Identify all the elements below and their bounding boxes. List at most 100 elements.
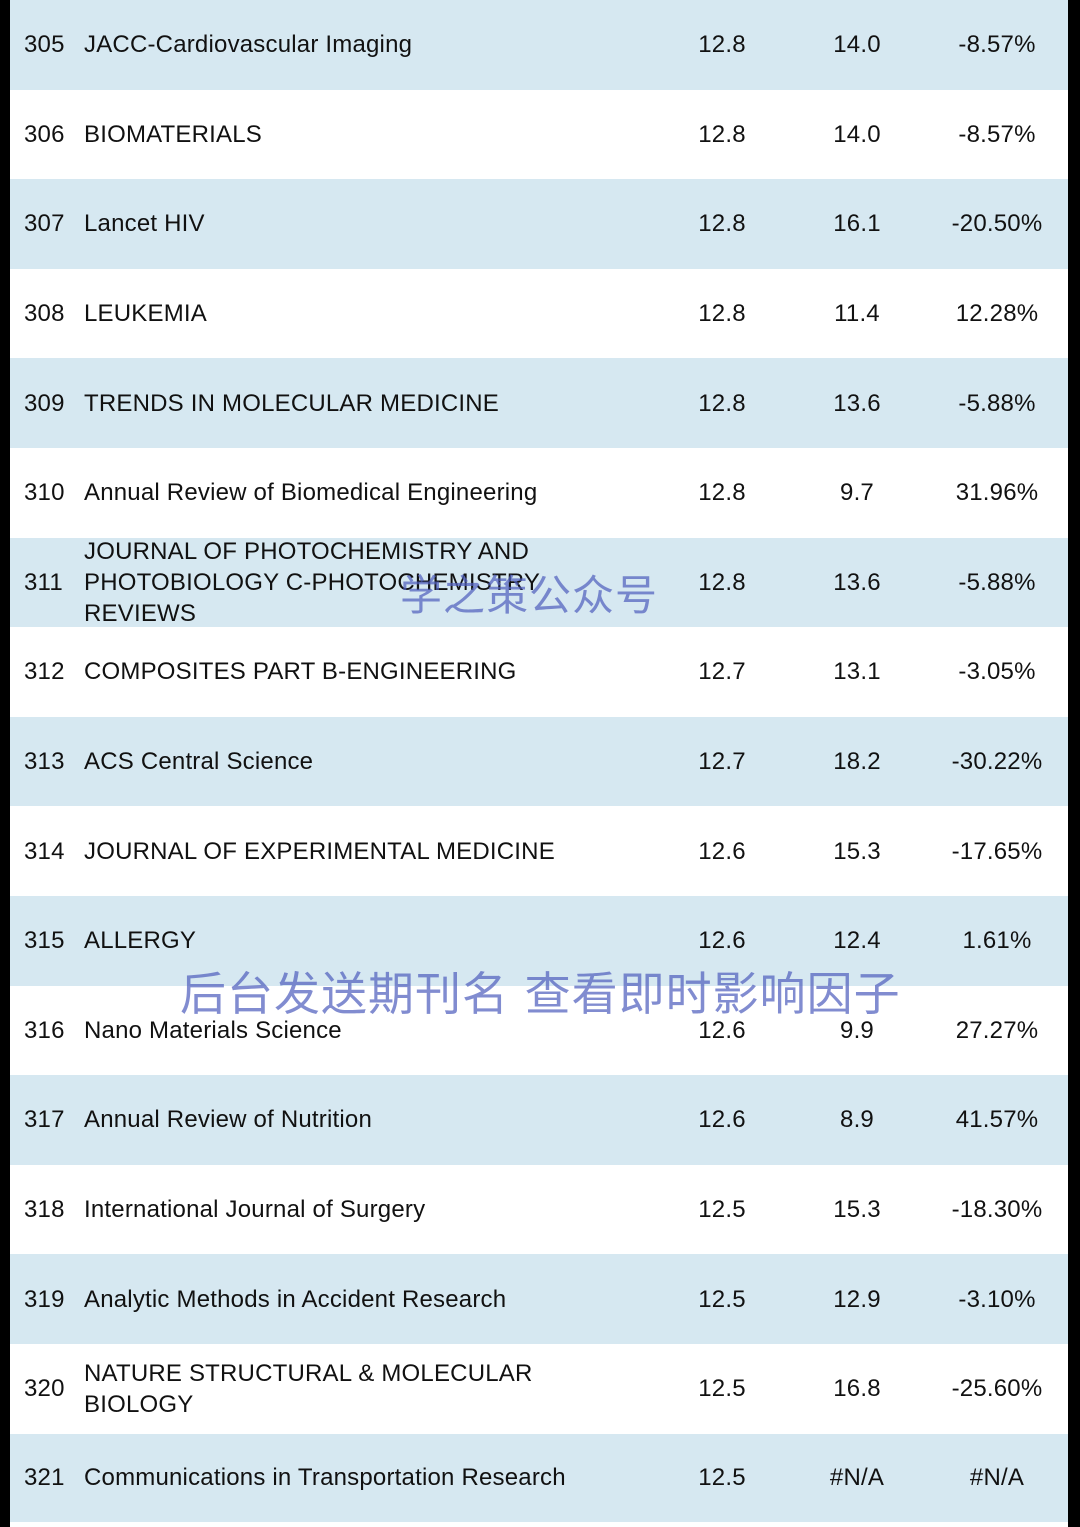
- previous-impact-factor-cell: 16.1: [833, 210, 881, 238]
- table-row: 320 NATURE STRUCTURAL & MOLECULAR BIOLOG…: [10, 1343, 1068, 1434]
- change-percent-cell: 41.57%: [955, 1106, 1039, 1134]
- right-border: [1068, 0, 1080, 1527]
- table-row: 311 JOURNAL OF PHOTOCHEMISTRY AND PHOTOB…: [10, 536, 1068, 629]
- impact-factor-cell: 12.8: [698, 300, 746, 328]
- change-percent-cell: -3.10%: [958, 1285, 1036, 1313]
- journal-name-cell: Communications in Transportation Researc…: [84, 1464, 566, 1491]
- journal-name-cell: BIOMATERIALS: [84, 120, 262, 148]
- rank-cell: 320: [24, 1375, 65, 1403]
- table-row: 305 JACC-Cardiovascular Imaging 12.8 14.…: [10, 0, 1068, 90]
- rank-cell: 307: [24, 210, 65, 238]
- previous-impact-factor-cell: 14.0: [833, 31, 881, 59]
- journal-name-cell: Analytic Methods in Accident Research: [84, 1285, 507, 1313]
- table-row: 314 JOURNAL OF EXPERIMENTAL MEDICINE 12.…: [10, 806, 1068, 896]
- impact-factor-cell: 12.8: [698, 389, 746, 417]
- previous-impact-factor-cell: 13.1: [833, 658, 881, 686]
- change-percent-cell: 31.96%: [955, 479, 1039, 507]
- change-percent-cell: -8.57%: [958, 31, 1036, 59]
- table-row: 317 Annual Review of Nutrition 12.6 8.9 …: [10, 1075, 1068, 1165]
- impact-factor-cell: 12.8: [698, 120, 746, 148]
- previous-impact-factor-cell: 15.3: [833, 837, 881, 865]
- change-percent-cell: -20.50%: [951, 210, 1043, 238]
- journal-name-cell: NATURE STRUCTURAL & MOLECULAR BIOLOGY: [84, 1358, 684, 1420]
- journal-name-line: NATURE STRUCTURAL & MOLECULAR: [84, 1359, 533, 1387]
- change-percent-cell: -30.22%: [951, 748, 1043, 776]
- journal-name-cell: JOURNAL OF PHOTOCHEMISTRY AND PHOTOBIOLO…: [84, 536, 684, 629]
- impact-factor-cell: 12.5: [698, 1196, 746, 1224]
- journal-name-line: REVIEWS: [84, 599, 197, 627]
- previous-impact-factor-cell: 8.9: [840, 1106, 874, 1134]
- impact-factor-cell: 12.8: [698, 210, 746, 238]
- journal-name-cell: JOURNAL OF EXPERIMENTAL MEDICINE: [84, 837, 555, 865]
- previous-impact-factor-cell: 18.2: [833, 748, 881, 776]
- impact-factor-cell: 12.8: [698, 568, 746, 596]
- rank-cell: 311: [24, 568, 63, 596]
- table-row: 306 BIOMATERIALS 12.8 14.0 -8.57%: [10, 89, 1068, 180]
- change-percent-cell: -5.88%: [958, 389, 1036, 417]
- impact-factor-cell: 12.7: [698, 748, 746, 776]
- journal-name-line: BIOLOGY: [84, 1390, 194, 1418]
- previous-impact-factor-cell: 12.4: [833, 927, 881, 955]
- journal-name-line: PHOTOBIOLOGY C-PHOTOCHEMISTRY: [84, 568, 541, 596]
- journal-name-cell: JACC-Cardiovascular Imaging: [84, 31, 413, 59]
- rank-cell: 317: [24, 1106, 65, 1134]
- change-percent-cell: -18.30%: [951, 1196, 1043, 1224]
- change-percent-cell: -25.60%: [951, 1375, 1043, 1403]
- impact-factor-cell: 12.8: [698, 31, 746, 59]
- rank-cell: 319: [24, 1285, 65, 1313]
- rank-cell: 316: [24, 1016, 65, 1044]
- previous-impact-factor-cell: 9.7: [840, 479, 874, 507]
- change-percent-cell: #N/A: [969, 1464, 1025, 1491]
- rank-cell: 306: [24, 120, 65, 148]
- journal-name-cell: International Journal of Surgery: [84, 1196, 426, 1224]
- rank-cell: 318: [24, 1196, 65, 1224]
- impact-factor-cell: 12.6: [698, 1106, 746, 1134]
- table-row: 307 Lancet HIV 12.8 16.1 -20.50%: [10, 179, 1068, 269]
- previous-impact-factor-cell: 16.8: [833, 1375, 881, 1403]
- table-row: 315 ALLERGY 12.6 12.4 1.61%: [10, 895, 1068, 986]
- table-row: 319 Analytic Methods in Accident Researc…: [10, 1254, 1068, 1344]
- previous-impact-factor-cell: #N/A: [829, 1464, 885, 1491]
- change-percent-cell: 27.27%: [955, 1016, 1039, 1044]
- journal-impact-table: 305 JACC-Cardiovascular Imaging 12.8 14.…: [10, 0, 1068, 1522]
- previous-impact-factor-cell: 13.6: [833, 568, 881, 596]
- impact-factor-cell: 12.6: [698, 1016, 746, 1044]
- previous-impact-factor-cell: 13.6: [833, 389, 881, 417]
- impact-factor-cell: 12.5: [698, 1375, 746, 1403]
- rank-cell: 309: [24, 389, 65, 417]
- table-row: 313 ACS Central Science 12.7 18.2 -30.22…: [10, 716, 1068, 807]
- impact-factor-cell: 12.7: [698, 658, 746, 686]
- table-row: 309 TRENDS IN MOLECULAR MEDICINE 12.8 13…: [10, 358, 1068, 448]
- journal-name-cell: Lancet HIV: [84, 210, 205, 238]
- rank-cell: 314: [24, 837, 65, 865]
- left-border: [0, 0, 10, 1527]
- journal-name-cell: COMPOSITES PART B-ENGINEERING: [84, 658, 517, 686]
- previous-impact-factor-cell: 11.4: [834, 300, 880, 328]
- impact-factor-cell: 12.6: [698, 927, 746, 955]
- journal-name-cell: ALLERGY: [84, 927, 197, 955]
- change-percent-cell: -17.65%: [951, 837, 1043, 865]
- rank-cell: 308: [24, 300, 65, 328]
- rank-cell: 305: [24, 31, 65, 59]
- previous-impact-factor-cell: 9.9: [840, 1016, 874, 1044]
- rank-cell: 321: [24, 1464, 65, 1491]
- previous-impact-factor-cell: 12.9: [833, 1285, 881, 1313]
- previous-impact-factor-cell: 15.3: [833, 1196, 881, 1224]
- journal-name-cell: TRENDS IN MOLECULAR MEDICINE: [84, 389, 499, 417]
- journal-name-cell: Annual Review of Nutrition: [84, 1106, 373, 1134]
- rank-cell: 312: [24, 658, 65, 686]
- table-row: 312 COMPOSITES PART B-ENGINEERING 12.7 1…: [10, 627, 1068, 717]
- table-row: 308 LEUKEMIA 12.8 11.4 12.28%: [10, 268, 1068, 359]
- rank-cell: 315: [24, 927, 65, 955]
- impact-factor-cell: 12.5: [698, 1464, 746, 1491]
- impact-factor-cell: 12.8: [698, 479, 746, 507]
- rank-cell: 310: [24, 479, 65, 507]
- table-row: 310 Annual Review of Biomedical Engineer…: [10, 447, 1068, 538]
- change-percent-cell: -5.88%: [958, 568, 1036, 596]
- change-percent-cell: 12.28%: [955, 300, 1039, 328]
- impact-factor-cell: 12.5: [698, 1285, 746, 1313]
- journal-name-cell: ACS Central Science: [84, 748, 314, 776]
- rank-cell: 313: [24, 748, 65, 776]
- table-row: 316 Nano Materials Science 12.6 9.9 27.2…: [10, 985, 1068, 1076]
